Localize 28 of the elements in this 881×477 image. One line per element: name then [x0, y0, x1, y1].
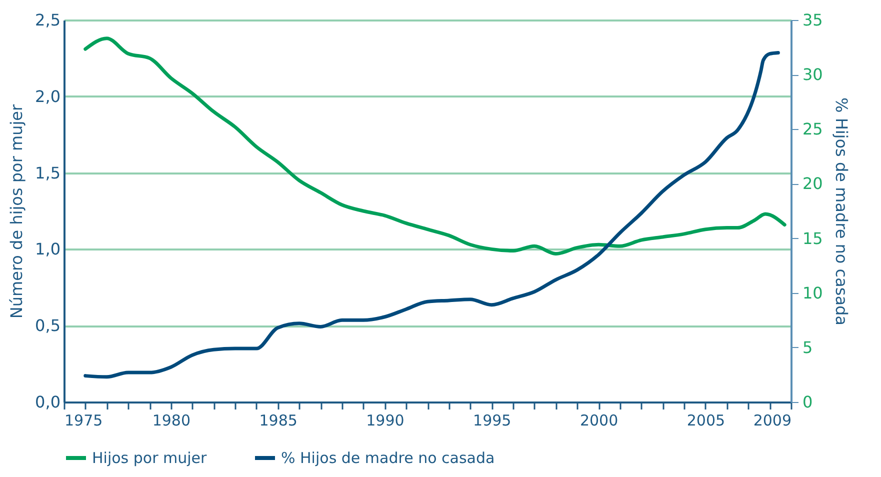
x-tick-label: 2000: [580, 412, 618, 430]
y-axis-title: Número de hijos por mujer: [7, 104, 26, 319]
x-tick-label: 2005: [686, 412, 726, 430]
x-tick-label: 1990: [366, 412, 404, 430]
y2-tick-label: 20: [802, 174, 823, 194]
y-tick-label: 2,5: [35, 10, 60, 30]
y-tick-label: 1,0: [35, 240, 60, 259]
y2-tick-label: 15: [802, 228, 823, 248]
x-tick-label: 1975: [64, 412, 103, 430]
y-tick-label: 2,0: [35, 86, 60, 106]
legend-label: % Hijos de madre no casada: [281, 449, 495, 467]
line-series: [84, 36, 786, 256]
line-series: [84, 50, 780, 379]
y2-tick-label: 10: [802, 283, 823, 302]
y2-tick-label: 5: [802, 338, 813, 357]
legend-label: Hijos por mujer: [92, 449, 208, 467]
x-tick-label: 1995: [473, 412, 512, 430]
y2-axis-title: % Hijos de madre no casada: [832, 98, 851, 326]
y2-tick-label: 30: [802, 65, 823, 84]
x-tick-label: 1980: [152, 412, 191, 430]
y-tick-label: 0,5: [35, 316, 60, 336]
y2-tick-label: 0: [802, 392, 813, 412]
x-tick-label: 2009: [753, 412, 792, 430]
y-tick-label: 1,5: [35, 163, 60, 182]
y2-tick-label: 35: [802, 10, 823, 30]
y-tick-label: 0,0: [35, 392, 60, 412]
x-tick-label: 1985: [259, 412, 298, 430]
y2-tick-label: 25: [802, 120, 823, 139]
